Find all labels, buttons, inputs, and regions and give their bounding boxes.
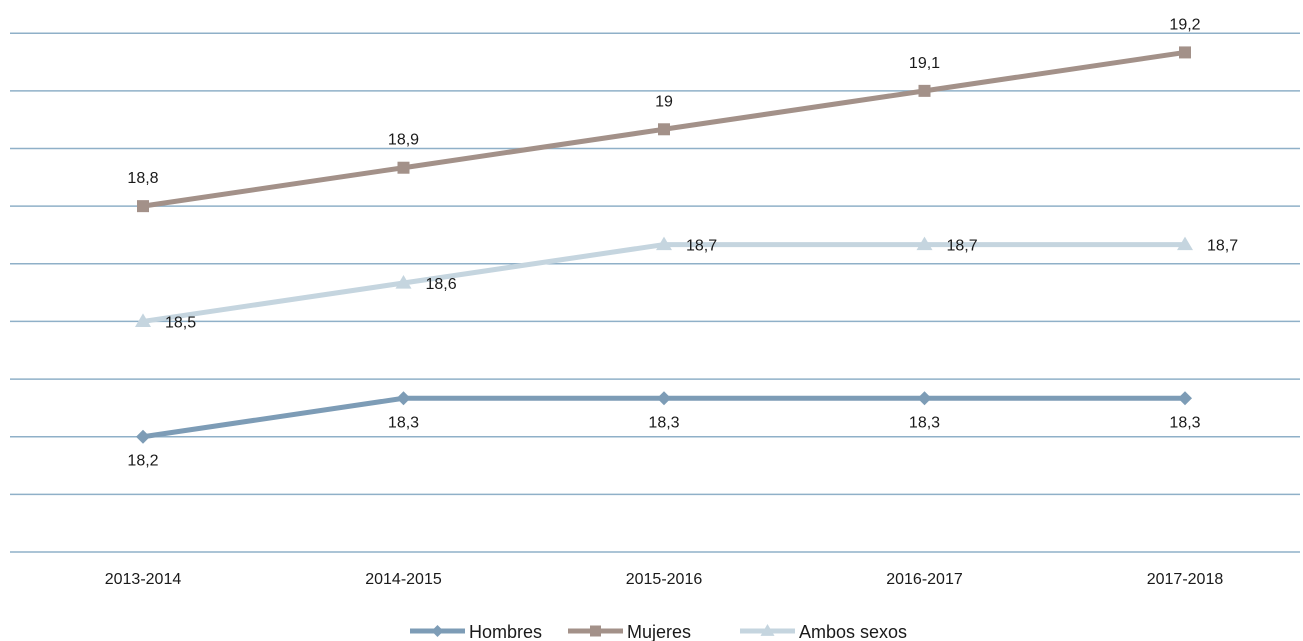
data-label: 19,1 — [909, 55, 940, 72]
legend-label: Hombres — [469, 622, 542, 641]
data-label: 18,7 — [1207, 238, 1238, 255]
data-label: 18,3 — [909, 414, 940, 431]
x-tick-label: 2015-2016 — [626, 571, 703, 588]
data-label: 19 — [655, 93, 673, 110]
legend-label: Ambos sexos — [799, 622, 907, 641]
data-point-diamond — [136, 429, 150, 444]
series-layer: 18,218,3 18,3 18,3 18,318,818,91919,119,218… — [127, 16, 1238, 469]
data-label: 18,7 — [686, 238, 717, 255]
legend: Hombres Mujeres Ambos sexos — [410, 622, 907, 641]
data-point-triangle — [395, 275, 412, 289]
legend-label: Mujeres — [627, 622, 691, 641]
data-label: 19,2 — [1169, 16, 1200, 33]
legend-item-hombres: Hombres — [410, 622, 542, 641]
data-point-square — [137, 200, 149, 213]
x-tick-label: 2013-2014 — [105, 571, 182, 588]
data-label: 18,8 — [127, 170, 158, 187]
data-point-diamond — [396, 391, 411, 406]
data-point-triangle — [1177, 236, 1193, 251]
gridlines — [10, 32, 1300, 553]
data-point-diamond — [917, 391, 932, 406]
series-mujeres: 18,8 18,9 19 19,1 19,2 — [127, 16, 1201, 213]
x-tick-label: 2014-2015 — [365, 571, 442, 588]
series-hombres: 18,2 18,3 18,3 18,3 18,3 — [127, 391, 1201, 470]
data-label: 18,7 — [947, 238, 978, 255]
data-label: 18,5 — [165, 314, 196, 331]
data-point-diamond — [1178, 391, 1192, 406]
data-label: 18,2 — [127, 453, 158, 470]
x-axis: 2013-2014 2014-2015 2015-2016 2016-2017 2017… — [105, 571, 1224, 588]
series-ambos-sexos: 18,5 18,6 18,7 18,7 18,7 — [135, 236, 1238, 331]
data-point-square — [918, 84, 931, 97]
x-tick-label: 2017-2018 — [1147, 571, 1224, 588]
data-point-square — [397, 161, 410, 174]
data-label: 18,3 — [648, 414, 679, 431]
x-tick-label: 2016-2017 — [886, 571, 963, 588]
data-point-square — [658, 123, 670, 136]
data-point-diamond — [657, 391, 671, 406]
legend-marker-triangle — [760, 624, 775, 636]
data-label: 18,6 — [426, 276, 457, 293]
data-label: 18,3 — [1169, 414, 1200, 431]
data-point-triangle — [916, 236, 933, 251]
data-label: 18,3 — [388, 414, 419, 431]
data-label: 18,9 — [388, 132, 419, 149]
legend-item-ambos-sexos: Ambos sexos — [740, 622, 907, 641]
data-point-square — [1179, 46, 1191, 59]
data-point-triangle — [135, 313, 151, 328]
legend-item-mujeres: Mujeres — [568, 622, 691, 641]
legend-marker-square — [590, 625, 601, 637]
series-line — [142, 242, 1185, 324]
data-point-triangle — [656, 236, 672, 251]
legend-marker-diamond — [431, 625, 444, 637]
